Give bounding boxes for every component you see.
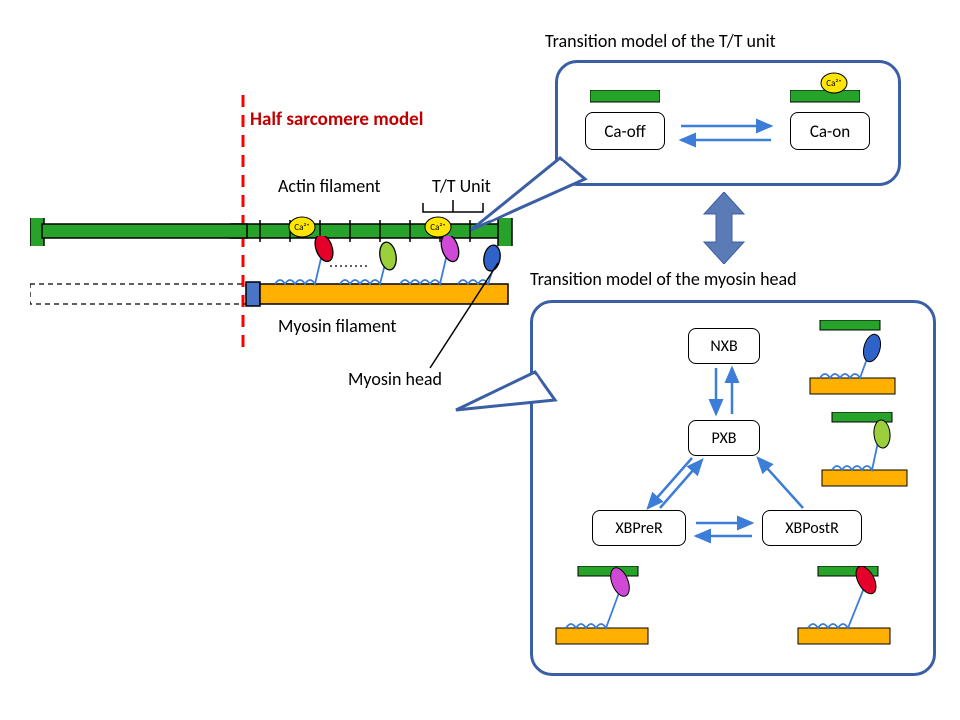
- tt-panel-tail: [465, 155, 595, 235]
- actin-filament-left: [30, 218, 250, 246]
- xbpostr-pxb-arrow: [748, 452, 818, 516]
- half-sarcomere-title: Half sarcomere model: [250, 108, 423, 131]
- tt-arrows: [673, 116, 783, 150]
- xbprer-xbpostr-arrows: [690, 514, 760, 544]
- tt-transition-title: Transition model of the T/T unit: [545, 30, 776, 52]
- nxb-text: NXB: [710, 337, 737, 356]
- svg-text:Ca²⁺: Ca²⁺: [430, 222, 445, 233]
- myosin-panel-tail: [450, 370, 570, 440]
- ca-on-state: Ca-on: [790, 112, 870, 150]
- xbprer-cartoon: [548, 566, 668, 656]
- ca-badge-2: Ca²⁺: [424, 216, 452, 238]
- ca-on-text: Ca-on: [810, 121, 850, 142]
- pxb-text: PXB: [712, 429, 737, 448]
- svg-text:Ca²⁺: Ca²⁺: [826, 78, 841, 89]
- ca-off-state: Ca-off: [585, 112, 665, 150]
- nxb-cartoon: [800, 320, 910, 400]
- myosin-transition-title: Transition model of the myosin head: [530, 268, 797, 290]
- xbpostr-text: XBPostR: [785, 519, 839, 538]
- xbprer-text: XBPreR: [615, 519, 662, 538]
- myosin-head-label: Myosin head: [348, 368, 442, 390]
- tt-right-ca: Ca²⁺: [820, 72, 848, 94]
- myosin-filament-label: Myosin filament: [278, 315, 396, 337]
- coupling-arrow: [700, 192, 748, 264]
- nxb-pxb-arrows: [702, 364, 746, 420]
- pxb-state: PXB: [688, 420, 760, 456]
- pxb-cartoon: [812, 412, 922, 492]
- tt-left-actin: [590, 90, 660, 104]
- actin-label: Actin filament: [278, 175, 381, 197]
- ca-badge-1: Ca²⁺: [288, 216, 316, 238]
- svg-text:Ca²⁺: Ca²⁺: [294, 222, 309, 233]
- xbpostr-cartoon: [790, 566, 910, 656]
- ca-off-text: Ca-off: [604, 121, 645, 142]
- nxb-state: NXB: [688, 328, 760, 364]
- pxb-xbprer-arrows: [640, 452, 710, 516]
